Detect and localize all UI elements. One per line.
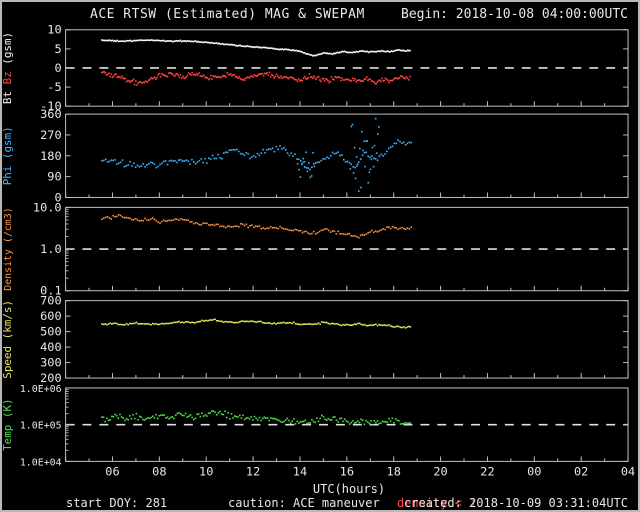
y-tick-label: 270: [40, 128, 62, 142]
panel-frame: [65, 113, 629, 198]
y-tick-label: 400: [40, 340, 62, 354]
caution-item-label: ACE maneuver: [293, 496, 380, 510]
data-points-speed: [101, 318, 412, 329]
x-axis-title: UTC(hours): [312, 482, 386, 496]
y-axis-label: Phi (gsm): [2, 126, 14, 185]
caution-note: caution: ACE maneuver density < 1: [228, 496, 476, 510]
y-tick-label: 0.1: [40, 284, 62, 298]
x-tick-label: 16: [340, 464, 354, 478]
begin-timestamp: Begin: 2018-10-08 04:00:00UTC: [401, 7, 628, 22]
x-axis-tick-labels: 06 08 10 12 14 16 18 20 22 00 02 04: [105, 464, 635, 478]
data-points-phi: [101, 117, 413, 192]
y-tick-label: 300: [40, 356, 62, 370]
density-caution-label: density < 1: [396, 496, 477, 510]
x-tick-label: 06: [105, 464, 119, 478]
y-axis-label: Bt Bz (gsm): [2, 32, 14, 104]
x-tick-label: 00: [527, 464, 541, 478]
y-tick-label: 1.0E+06: [20, 384, 62, 395]
y-tick-label: 1.0: [40, 242, 62, 256]
y-tick-label: 360: [40, 107, 62, 121]
y-tick-label: 1.0E+05: [20, 421, 62, 432]
y-tick-label: 200: [40, 371, 62, 385]
x-tick-label: 20: [433, 464, 447, 478]
x-tick-label: 12: [246, 464, 260, 478]
y-tick-label: 700: [40, 294, 62, 308]
y-tick-label: 500: [40, 325, 62, 339]
x-tick-label: 22: [480, 464, 494, 478]
y-tick-label: 1.0E+04: [20, 457, 62, 468]
x-tick-label: 14: [293, 464, 307, 478]
panel-density: 10.0 1.0 0.1 Density (/cm3): [3, 200, 629, 298]
data-points-temp: [101, 410, 412, 426]
created-timestamp: created: 2018-10-09 03:31:04UTC: [404, 496, 628, 510]
y-axis-label: Speed (km/s): [2, 300, 14, 379]
x-tick-label: 02: [574, 464, 588, 478]
y-tick-label: 10.0: [33, 200, 62, 214]
y-tick-label: 180: [40, 149, 62, 163]
y-axis-label: Temp (K): [2, 398, 14, 450]
y-tick-label: 5: [54, 42, 61, 56]
start-doy-label: start DOY: 281: [66, 496, 168, 510]
y-tick-label: 90: [47, 170, 61, 184]
y-tick-label: -5: [47, 80, 61, 94]
x-tick-label: 18: [387, 464, 401, 478]
data-points-density: [101, 213, 413, 239]
panel-bt-bz: 10 5 0 -5 -10 Bt Bz (gsm): [2, 23, 629, 113]
y-tick-label: 0: [54, 61, 61, 75]
y-tick-label: 600: [40, 309, 62, 323]
panel-temp: 1.0E+06 1.0E+05 1.0E+04 Temp (K): [2, 384, 629, 468]
plot-title: ACE RTSW (Estimated) MAG & SWEPAM: [90, 7, 365, 22]
x-tick-label: 04: [621, 464, 635, 478]
panel-frame: [65, 300, 629, 379]
data-points-bt-bz: [101, 39, 411, 86]
y-tick-label: 0: [54, 190, 61, 204]
x-tick-label: 10: [199, 464, 213, 478]
y-tick-label: -10: [40, 99, 62, 113]
caution-label: caution:: [228, 496, 286, 510]
panel-phi: 360 270 180 90 0 Phi (gsm): [2, 107, 629, 204]
x-tick-label: 08: [152, 464, 166, 478]
y-axis-label: Density (/cm3): [3, 207, 14, 290]
y-tick-label: 10: [47, 23, 61, 37]
